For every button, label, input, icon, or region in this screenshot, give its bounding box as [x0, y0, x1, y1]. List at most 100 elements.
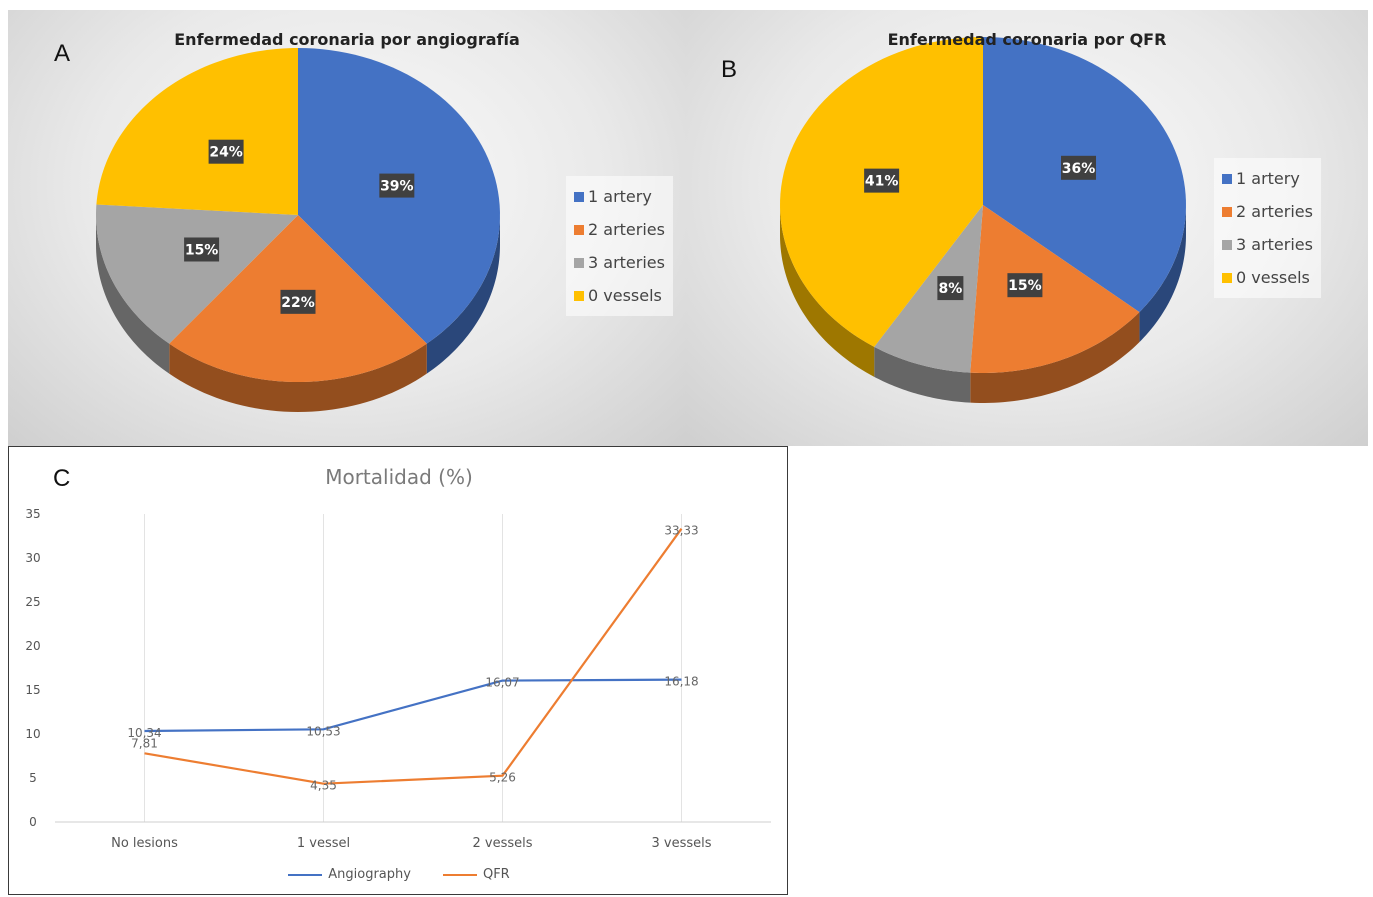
legend-label: 1 artery [588, 187, 652, 206]
data-label: 16,18 [664, 675, 698, 689]
pie-data-label-text: 22% [281, 295, 315, 311]
pie-data-labels: 39% 22% 15% 24% [184, 139, 415, 314]
x-tick-label: 3 vessels [651, 836, 711, 851]
data-label: 33,33 [664, 524, 698, 538]
pie-slice-1 [970, 205, 1140, 373]
legend-swatch-qfr [442, 873, 477, 876]
legend-swatch [1222, 272, 1232, 283]
legend-item-3: 0 vessels [574, 279, 665, 312]
pie-data-label-bg [379, 173, 415, 198]
pie-data-label-bg [1007, 273, 1043, 298]
pie-data-label-2: 8% [937, 276, 964, 301]
legend-label-angiography: Angiography [328, 867, 411, 882]
pie-side-0 [1139, 205, 1186, 343]
pie-data-label-1: 22% [280, 289, 316, 314]
legend-swatch [574, 191, 584, 202]
data-label: 10,34 [127, 726, 161, 740]
legend-item-2: 3 arteries [574, 246, 665, 279]
legend-item-3: 0 vessels [1222, 261, 1313, 294]
legend-label: 1 artery [1236, 169, 1300, 188]
x-tick-label: 1 vessel [297, 836, 350, 851]
legend-swatch [574, 224, 584, 235]
y-tick-label: 20 [25, 639, 40, 653]
line-chart-mortality: 0 5 10 15 20 25 30 35 No lesions 1 vessel 2 vessel… [25, 507, 771, 851]
series-line-angiography [144, 678, 682, 733]
pie-title-qfr: Enfermedad coronaria por QFR [887, 30, 1167, 49]
x-tick-label: No lesions [111, 836, 178, 851]
panel-label-c: C [53, 465, 71, 492]
legend-item-2: 3 arteries [1222, 228, 1313, 261]
line-gridlines [144, 514, 682, 822]
data-label: 7,81 [131, 736, 158, 750]
pie-side-2 [874, 346, 971, 403]
data-label: 4,35 [310, 779, 337, 793]
x-tick-label: 2 vessels [472, 836, 532, 851]
pie-side-2 [96, 215, 170, 374]
pie-panel-qfr: 36% 15% 8% 41% B Enfermedad coronaria por Q… [686, 10, 1368, 446]
pie-top [96, 48, 500, 382]
line-panel-mortality: 0 5 10 15 20 25 30 35 No lesions 1 vessel 2 vessel… [8, 446, 788, 895]
data-label: 16,07 [485, 676, 519, 690]
pie-data-label-bg [184, 237, 220, 262]
pie-legend-qfr: 1 artery 2 arteries 3 arteries 0 vessels [1214, 158, 1321, 298]
legend-item-0: 1 artery [574, 180, 665, 213]
pie-data-label-2: 15% [184, 237, 220, 262]
y-tick-label: 0 [29, 815, 37, 829]
y-tick-label: 35 [25, 507, 40, 521]
pie-top [780, 37, 1186, 373]
y-tick-label: 15 [25, 683, 40, 697]
pie-data-labels: 36% 15% 8% 41% [864, 155, 1097, 301]
legend-swatch [574, 257, 584, 268]
pie-legend-angiography: 1 artery 2 arteries 3 arteries 0 vessels [566, 176, 673, 316]
legend-swatch [574, 290, 584, 301]
pie-data-label-text: 36% [1062, 161, 1096, 177]
pie-side-1 [169, 343, 427, 412]
pie-data-label-bg [1061, 155, 1097, 180]
y-tick-label: 10 [25, 727, 40, 741]
pie-side-1 [970, 312, 1140, 403]
series-angiography: 10,34 10,53 16,07 16,18 [127, 675, 698, 740]
pie-data-label-bg [280, 289, 316, 314]
y-tick-label: 5 [29, 771, 37, 785]
pie-sides [780, 205, 1186, 403]
legend-label: 0 vessels [588, 286, 662, 305]
pie-data-label-1: 15% [1007, 273, 1043, 298]
legend-item-1: 2 arteries [1222, 195, 1313, 228]
y-tick-label: 25 [25, 595, 40, 609]
pie-data-label-text: 15% [185, 242, 219, 258]
pie-data-label-text: 15% [1008, 278, 1042, 294]
panel-label-a: A [54, 40, 71, 67]
legend-item-0: 1 artery [1222, 162, 1313, 195]
legend-item-qfr: QFR [442, 867, 510, 882]
pie-data-label-text: 39% [380, 179, 414, 195]
pie-title-angiography: Enfermedad coronaria por angiografía [174, 30, 520, 49]
pie-slice-2 [96, 204, 298, 344]
pie-data-label-0: 39% [379, 173, 415, 198]
pie-data-label-3: 24% [208, 139, 244, 164]
pie-data-label-bg [937, 276, 964, 301]
series-qfr: 7,81 4,35 5,26 33,33 [131, 524, 699, 793]
y-tick-label: 30 [25, 551, 40, 565]
pie-data-label-bg [208, 139, 244, 164]
legend-swatch [1222, 239, 1232, 250]
legend-item-1: 2 arteries [574, 213, 665, 246]
legend-label-qfr: QFR [482, 867, 510, 882]
pie-data-label-bg [864, 168, 900, 193]
pie-chart-qfr: 36% 15% 8% 41% [780, 37, 1186, 403]
legend-label: 3 arteries [1236, 235, 1313, 254]
pie-sides [96, 215, 500, 412]
legend-swatch [1222, 173, 1232, 184]
legend-label: 2 arteries [588, 220, 665, 239]
legend-item-angiography: Angiography [288, 867, 411, 882]
x-axis-ticks: No lesions 1 vessel 2 vessels 3 vessels [111, 836, 712, 851]
pie-data-label-text: 24% [209, 145, 243, 161]
pie-slice-3 [96, 48, 299, 215]
legend-swatch [1222, 206, 1232, 217]
series-line-qfr [144, 528, 683, 785]
pie-side-3 [780, 205, 875, 377]
legend-label: 2 arteries [1236, 202, 1313, 221]
pie-chart-angiography: 39% 22% 15% 24% [96, 48, 500, 412]
data-label: 10,53 [306, 724, 340, 738]
panel-label-b: B [721, 56, 738, 83]
pie-side-0 [426, 215, 500, 374]
